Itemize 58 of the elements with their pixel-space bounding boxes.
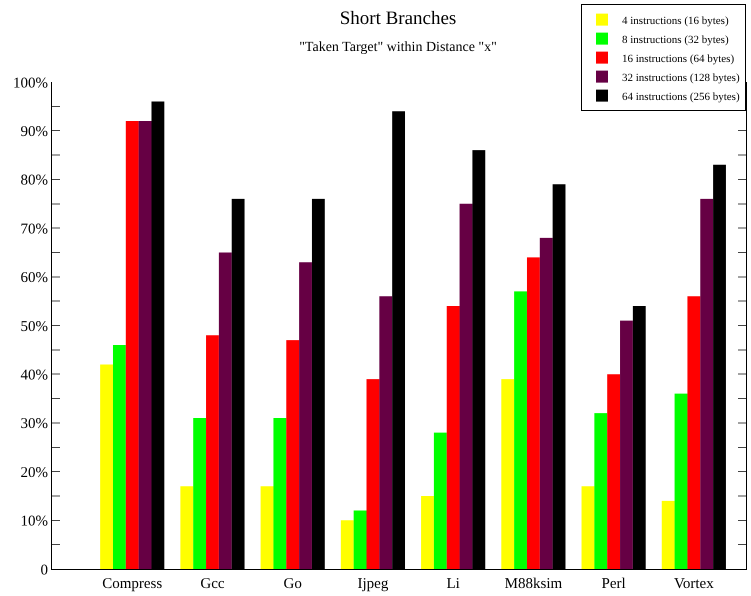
chart-subtitle: "Taken Target" within Distance "x" bbox=[299, 40, 497, 56]
bar bbox=[674, 394, 688, 569]
bar bbox=[126, 120, 139, 569]
bar bbox=[501, 379, 514, 569]
bar bbox=[354, 510, 367, 569]
bar bbox=[180, 486, 194, 569]
x-tick-label: Ijpeg bbox=[358, 576, 389, 592]
bar bbox=[687, 296, 700, 569]
y-tick-label: 50% bbox=[20, 318, 48, 335]
bar bbox=[700, 198, 714, 569]
bar bbox=[193, 418, 206, 569]
chart-title: Short Branches bbox=[340, 8, 456, 29]
x-tick-label: M88ksim bbox=[504, 576, 562, 592]
y-tick-label: 80% bbox=[20, 172, 48, 189]
bar bbox=[620, 320, 633, 569]
x-tick-label: Perl bbox=[602, 576, 626, 592]
bar bbox=[112, 344, 126, 569]
x-tick-label: Vortex bbox=[674, 576, 714, 592]
bar bbox=[379, 296, 392, 569]
y-tick-label: 100% bbox=[13, 75, 48, 92]
y-tick-label: 90% bbox=[20, 124, 48, 140]
bar bbox=[526, 257, 540, 569]
y-tick-label: 60% bbox=[20, 270, 48, 286]
y-tick-label: 70% bbox=[20, 221, 48, 238]
x-tick-label: Go bbox=[284, 576, 302, 592]
y-tick-label: 40% bbox=[20, 367, 48, 384]
x-tick-label: Gcc bbox=[200, 576, 225, 592]
bar bbox=[218, 252, 232, 569]
legend-label: 64 instructions (256 bytes) bbox=[622, 90, 740, 103]
legend-label: 32 instructions (128 bytes) bbox=[622, 72, 740, 84]
bar bbox=[582, 486, 594, 569]
bar bbox=[446, 306, 460, 569]
bar bbox=[421, 496, 434, 569]
bar bbox=[206, 335, 219, 569]
bar bbox=[273, 418, 286, 569]
bar bbox=[607, 374, 620, 569]
bar bbox=[286, 340, 300, 569]
bar bbox=[100, 364, 113, 569]
y-tick-label: 30% bbox=[20, 416, 48, 432]
bar bbox=[366, 379, 380, 569]
bar bbox=[299, 262, 312, 569]
legend-label: 4 instructions (16 bytes) bbox=[622, 14, 729, 27]
bar bbox=[138, 120, 152, 569]
y-tick-label: 20% bbox=[20, 464, 48, 481]
bar bbox=[340, 520, 354, 569]
legend-label: 16 instructions (64 bytes) bbox=[622, 52, 734, 65]
bar bbox=[594, 413, 608, 569]
bar bbox=[460, 204, 472, 569]
bar bbox=[260, 486, 274, 569]
legend-label: 8 instructions (32 bytes) bbox=[622, 34, 729, 46]
y-tick-label: 0 bbox=[40, 562, 48, 578]
bar bbox=[662, 500, 675, 569]
bar bbox=[434, 432, 447, 569]
x-tick-label: Compress bbox=[102, 576, 162, 592]
bar bbox=[514, 291, 527, 569]
y-tick-label: 10% bbox=[20, 514, 48, 530]
x-tick-label: Li bbox=[446, 576, 460, 592]
bar bbox=[540, 238, 553, 569]
